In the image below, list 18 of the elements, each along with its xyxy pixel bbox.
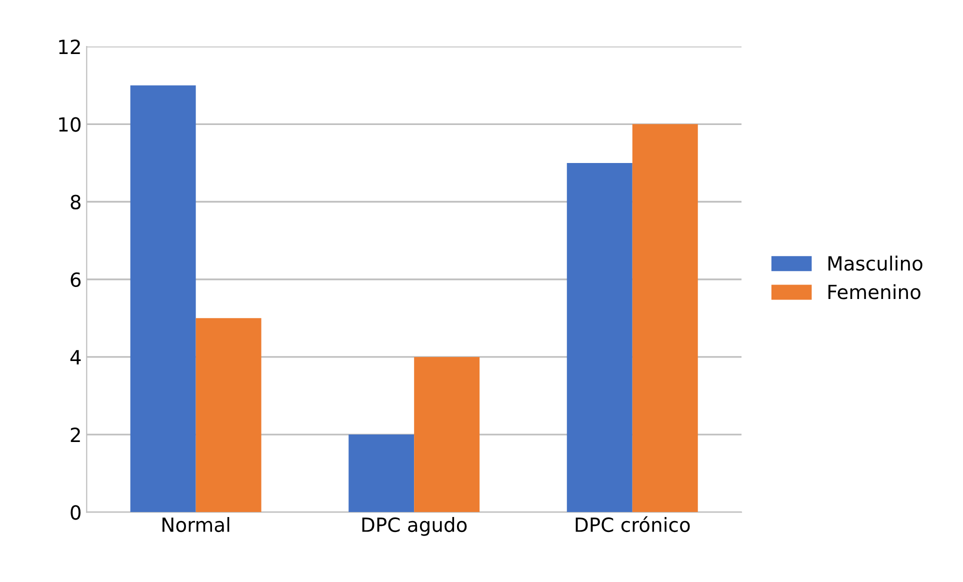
bar xyxy=(566,162,632,512)
bar xyxy=(414,356,480,512)
bar xyxy=(130,85,196,512)
y-tick-label: 6 xyxy=(70,272,81,288)
legend-label: Femenino xyxy=(828,284,920,300)
x-tick-label: DPC crónico xyxy=(576,516,690,532)
y-tick-label: 4 xyxy=(70,350,81,364)
x-tick-label: DPC agudo xyxy=(362,517,467,536)
bar xyxy=(196,318,262,512)
x-tick-label: Normal xyxy=(162,517,230,532)
y-tick-label: 12 xyxy=(59,40,80,54)
y-tick-label: 2 xyxy=(70,428,80,442)
y-tick-label: 8 xyxy=(70,194,80,210)
legend-label: Masculino xyxy=(828,256,922,271)
y-tick-label: 10 xyxy=(59,117,81,132)
bar xyxy=(632,124,698,512)
y-tick-label: 0 xyxy=(70,505,81,520)
bar xyxy=(348,434,414,512)
